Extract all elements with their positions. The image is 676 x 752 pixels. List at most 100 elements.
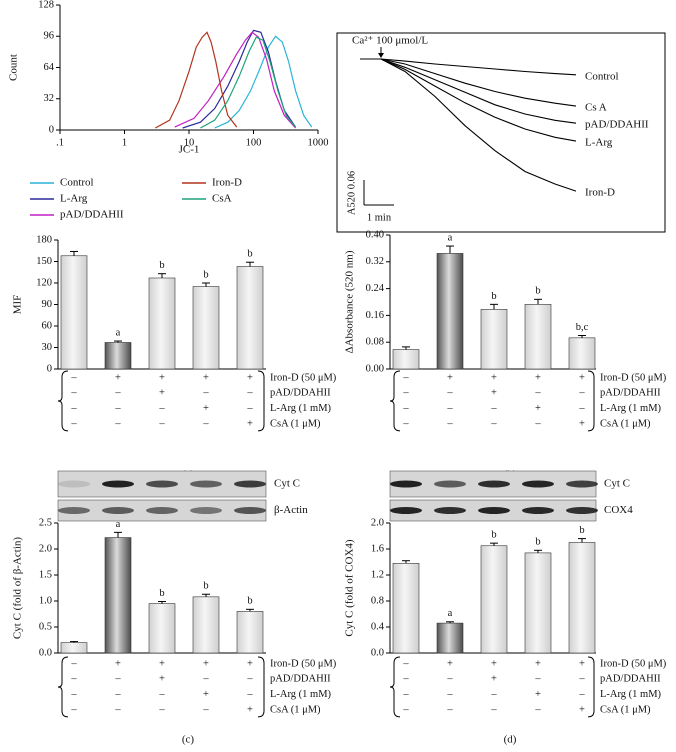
treatment-name: pAD/DDAHII: [270, 674, 331, 685]
y-tick-label: 1.2: [371, 569, 384, 580]
scale-bar-y-label: A520 0.06: [346, 171, 357, 215]
blot-band: [146, 480, 178, 488]
bar: [148, 277, 176, 370]
trace-label: Cs A: [585, 102, 607, 114]
blot-band: [566, 507, 598, 514]
treatment-sign: +: [203, 372, 209, 383]
treatment-sign: –: [70, 704, 77, 715]
treatment-sign: –: [246, 388, 253, 399]
treatment-sign: –: [402, 418, 409, 429]
treatment-sign: +: [203, 689, 209, 700]
blot-label: Cyt C: [604, 478, 630, 490]
treatment-sign: +: [491, 388, 497, 399]
treatment-sign: –: [490, 418, 497, 429]
x-axis-title: JC-1: [179, 144, 200, 156]
treatment-sign: +: [247, 658, 253, 669]
treatment-sign: –: [114, 388, 121, 399]
y-tick-label: 2.0: [371, 517, 384, 528]
treatment-sign: +: [535, 403, 541, 414]
treatment-sign: –: [158, 418, 165, 429]
y-tick-label: 0.00: [366, 363, 384, 374]
treatment-name: pAD/DDAHII: [600, 388, 661, 399]
y-tick-label: 0.8: [371, 595, 384, 606]
y-tick-label: 0.5: [39, 621, 52, 632]
significance-label: b: [535, 537, 540, 548]
treatment-sign: –: [114, 674, 121, 685]
treatment-name: CsA (1 μM): [270, 704, 321, 715]
blot-band: [522, 480, 554, 488]
blot-band: [566, 480, 598, 488]
blot-band: [58, 480, 90, 488]
bar: [192, 286, 220, 370]
blot-band: [190, 480, 222, 488]
treatment-sign: +: [247, 372, 253, 383]
x-tick-label: 100: [246, 137, 262, 148]
treatment-sign: +: [203, 403, 209, 414]
treatment-name: L-Arg (1 mM): [600, 689, 662, 700]
trace-label: pAD/DDAHII: [585, 119, 649, 131]
significance-label: b: [247, 249, 252, 260]
x-tick-label: 1: [122, 137, 127, 148]
treatment-sign: –: [114, 689, 121, 700]
y-tick-label: 150: [36, 256, 52, 267]
y-tick-label: 60: [42, 320, 53, 331]
legend-label: L-Arg: [60, 193, 88, 205]
treatment-sign: –: [202, 388, 209, 399]
treatment-sign: –: [402, 372, 409, 383]
treatment-sign: +: [159, 388, 165, 399]
bar: [436, 622, 464, 654]
treatment-sign: –: [70, 403, 77, 414]
y-axis-title: Count: [8, 54, 20, 81]
trace-line: [360, 58, 577, 142]
treatment-sign: –: [158, 403, 165, 414]
significance-label: b,c: [576, 322, 589, 333]
y-tick-label: 0: [49, 124, 54, 135]
y-tick-label: 0.0: [371, 647, 384, 658]
y-tick-label: 64: [44, 62, 55, 73]
treatment-sign: –: [402, 403, 409, 414]
bar: [104, 342, 132, 370]
treatment-sign: +: [579, 418, 585, 429]
bar: [524, 304, 552, 370]
bracket-left: [389, 656, 401, 718]
bracket-left: [57, 370, 69, 432]
trace-label: Control: [585, 70, 619, 82]
bracket-left: [389, 370, 401, 432]
trace-line: [360, 58, 577, 192]
blot-label: COX4: [604, 504, 633, 516]
y-tick-label: 128: [38, 0, 54, 10]
treatment-sign: +: [115, 372, 121, 383]
bar: [104, 537, 132, 654]
y-tick-label: 2.0: [39, 543, 52, 554]
treatment-name: pAD/DDAHII: [600, 674, 661, 685]
treatment-sign: –: [202, 418, 209, 429]
y-axis-title: Cyt C (fold of β-Actin): [12, 537, 24, 639]
treatment-sign: +: [159, 658, 165, 669]
treatment-name: L-Arg (1 mM): [600, 403, 662, 414]
treatment-sign: +: [247, 704, 253, 715]
y-axis-title: ΔAbsorbance (520 nm): [344, 250, 356, 353]
bar: [480, 545, 508, 654]
significance-label: a: [116, 519, 121, 530]
blot-band: [102, 507, 134, 514]
blot-band: [234, 480, 266, 488]
treatment-sign: –: [578, 403, 585, 414]
y-tick-label: 0.16: [366, 310, 384, 321]
treatment-sign: +: [159, 674, 165, 685]
blot-band: [478, 480, 510, 488]
treatment-sign: –: [446, 418, 453, 429]
bar: [60, 255, 88, 370]
treatment-sign: –: [114, 704, 121, 715]
y-tick-label: 0.08: [366, 337, 384, 348]
blot-band: [434, 507, 466, 514]
bar: [524, 552, 552, 654]
y-tick-label: 2.5: [39, 517, 52, 528]
treatment-name: L-Arg (1 mM): [270, 403, 332, 414]
treatment-name: Iron-D (50 μM): [270, 372, 337, 383]
x-tick-label: .1: [56, 137, 64, 148]
blot-band: [478, 507, 510, 514]
blot-band: [434, 480, 466, 488]
significance-label: b: [247, 596, 252, 607]
treatment-sign: –: [446, 704, 453, 715]
panel-frame: [336, 32, 666, 233]
